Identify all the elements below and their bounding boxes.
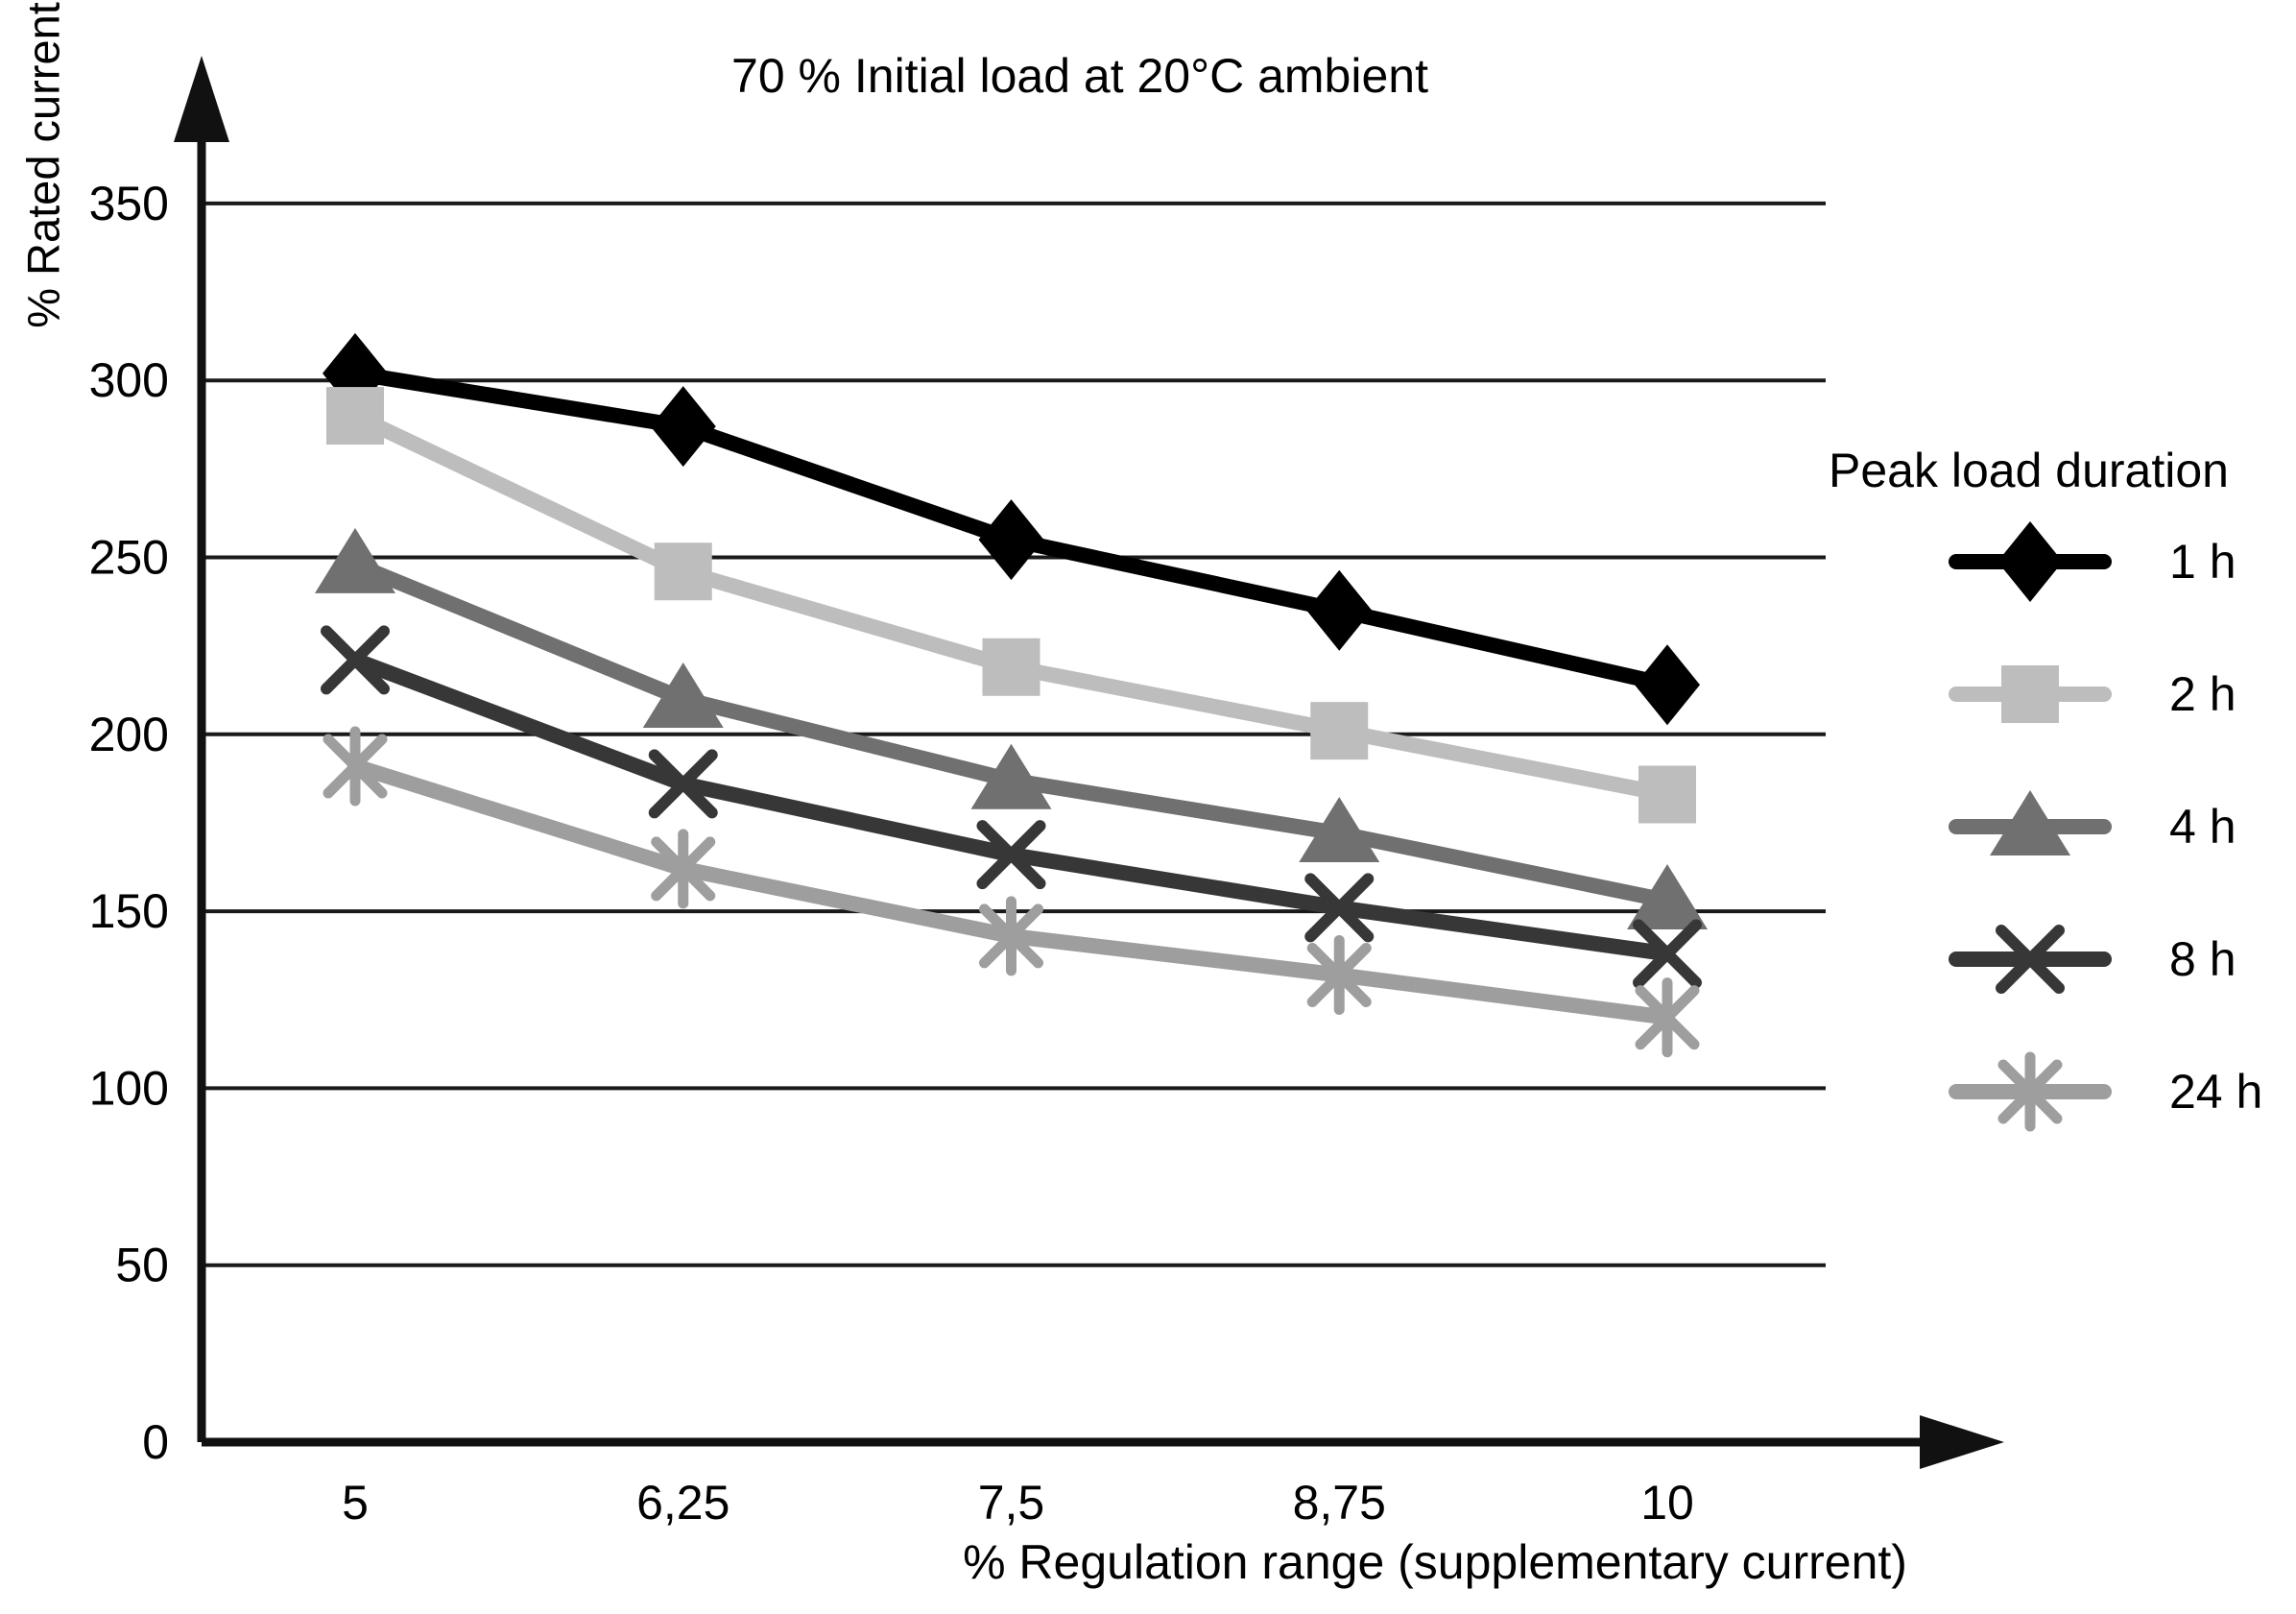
- y-axis-label: % Rated current: [17, 2, 69, 328]
- marker-triangle-icon: [970, 743, 1052, 809]
- y-axis-arrow-icon: [174, 56, 229, 142]
- marker-diamond-icon: [1306, 569, 1373, 651]
- legend-item-2h: 2 h: [1824, 651, 2294, 737]
- marker-square-icon: [326, 387, 384, 446]
- marker-x-icon: [1304, 873, 1375, 943]
- marker-square-icon: [654, 542, 712, 601]
- legend-title: Peak load duration: [1829, 444, 2229, 497]
- marker-square-icon: [982, 638, 1040, 696]
- marker-diamond-icon: [650, 386, 716, 468]
- legend-label: 4 h: [2169, 800, 2236, 854]
- x-axis-arrow-icon: [1920, 1415, 2004, 1469]
- legend-item-24h: 24 h: [1824, 1048, 2294, 1135]
- y-tick-label-350: 350: [89, 177, 169, 230]
- series-8h: [321, 625, 1702, 989]
- legend-label: 2 h: [2169, 667, 2236, 721]
- marker-triangle-icon: [642, 662, 724, 728]
- marker-x-icon: [648, 749, 718, 819]
- legend-label: 24 h: [2169, 1065, 2263, 1119]
- marker-x-icon: [976, 820, 1046, 890]
- y-tick-label-100: 100: [89, 1061, 169, 1115]
- series-24h: [323, 726, 1700, 1058]
- x-tick-label-0: 5: [342, 1476, 369, 1530]
- marker-square-icon: [2001, 665, 2059, 723]
- marker-x-icon: [1996, 925, 2065, 994]
- marker-asterisk-icon: [1635, 985, 1700, 1050]
- marker-asterisk-icon: [979, 903, 1043, 969]
- x-tick-label-2: 7,5: [978, 1476, 1045, 1530]
- legend-x-icon: [1949, 925, 2112, 994]
- marker-asterisk-icon: [1306, 942, 1372, 1007]
- marker-asterisk-icon: [1997, 1059, 2063, 1124]
- marker-diamond-icon: [978, 499, 1044, 581]
- x-tick-label-3: 8,75: [1293, 1476, 1386, 1530]
- marker-triangle-icon: [1299, 797, 1380, 863]
- y-tick-label-50: 50: [115, 1239, 169, 1292]
- legend-square-icon: [1949, 665, 2112, 723]
- marker-triangle-icon: [1990, 790, 2070, 855]
- marker-x-icon: [1633, 919, 1702, 989]
- x-axis-label: % Regulation range (supplementary curren…: [963, 1535, 1907, 1589]
- y-tick-label-150: 150: [89, 884, 169, 938]
- x-tick-label-4: 10: [1640, 1476, 1694, 1530]
- x-tick-label-1: 6,25: [636, 1476, 729, 1530]
- legend-item-1h: 1 h: [1824, 518, 2294, 605]
- legend-items: 1 h 2 h 4 h 8 h 24 h: [1824, 518, 2294, 1135]
- series-4h: [315, 527, 1708, 930]
- series-2h: [326, 387, 1696, 824]
- marker-diamond-icon: [1997, 521, 2063, 602]
- legend-diamond-icon: [1949, 521, 2112, 602]
- y-tick-label-300: 300: [89, 353, 169, 407]
- marker-square-icon: [1310, 702, 1369, 760]
- legend: Peak load duration 1 h 2 h 4 h 8 h 24 h: [1824, 432, 2294, 1181]
- legend-label: 1 h: [2169, 535, 2236, 589]
- y-tick-label-250: 250: [89, 531, 169, 585]
- chart-title: 70 % Initial load at 20°C ambient: [731, 49, 1428, 103]
- marker-square-icon: [1638, 765, 1696, 824]
- y-tick-label-200: 200: [89, 708, 169, 761]
- legend-item-8h: 8 h: [1824, 916, 2294, 1002]
- legend-item-4h: 4 h: [1824, 783, 2294, 870]
- marker-x-icon: [321, 625, 390, 695]
- marker-triangle-icon: [1627, 864, 1708, 930]
- legend-asterisk-icon: [1949, 1051, 2112, 1132]
- marker-triangle-icon: [315, 527, 395, 593]
- marker-asterisk-icon: [323, 734, 388, 799]
- y-tick-label-0: 0: [142, 1415, 169, 1469]
- marker-diamond-icon: [1635, 644, 1700, 726]
- marker-asterisk-icon: [651, 836, 716, 902]
- legend-triangle-icon: [1949, 790, 2112, 855]
- legend-label: 8 h: [2169, 932, 2236, 986]
